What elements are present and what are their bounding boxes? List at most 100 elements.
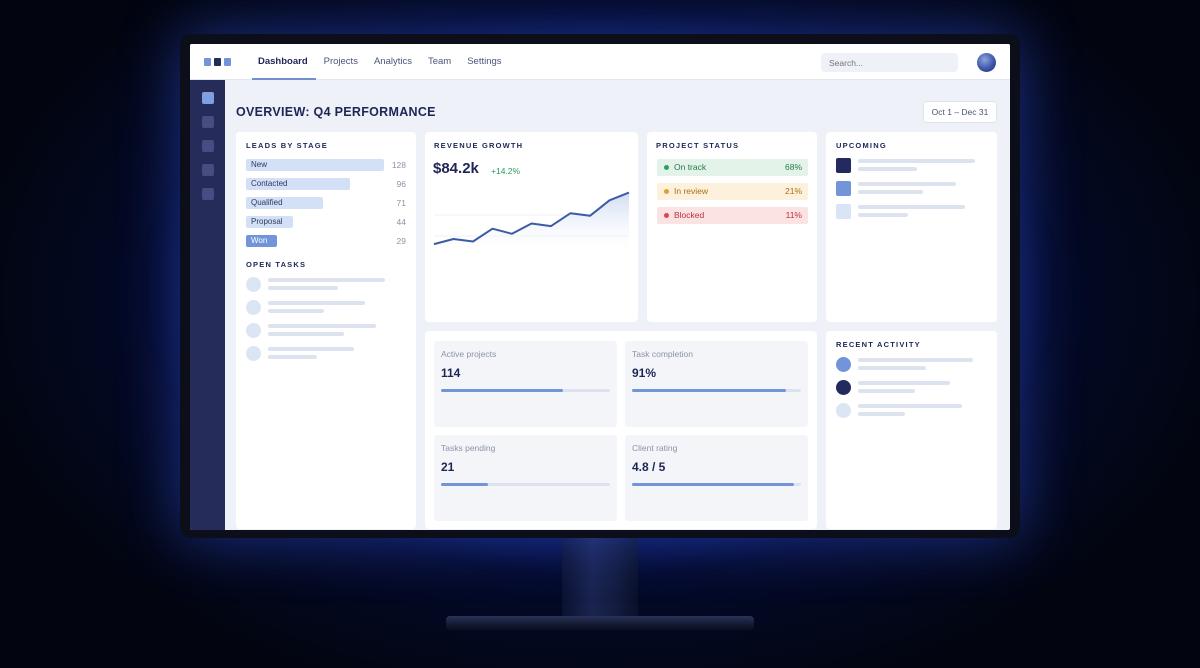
metric-progress-fill	[441, 389, 563, 392]
lead-label: Proposal	[251, 217, 283, 226]
nav-team[interactable]: Team	[427, 56, 452, 67]
logo-block	[204, 58, 211, 66]
activity-item[interactable]	[836, 357, 996, 373]
lead-label: Qualified	[251, 198, 283, 207]
task-item[interactable]	[246, 300, 406, 316]
nav-dashboard[interactable]: Dashboard	[250, 44, 316, 80]
status-row-in-review[interactable]: In review 21%	[657, 183, 808, 200]
monitor-stand-base	[446, 616, 754, 630]
upcoming-meta-placeholder	[858, 190, 923, 194]
lead-row-proposal[interactable]: Proposal 44	[246, 216, 406, 228]
task-avatar	[246, 300, 261, 315]
task-meta-placeholder	[268, 309, 324, 313]
status-row-on-track[interactable]: On track 68%	[657, 159, 808, 176]
nav-analytics[interactable]: Analytics	[373, 56, 412, 67]
task-avatar	[246, 323, 261, 338]
open-tasks-title: OPEN TASKS	[246, 260, 307, 269]
sidebar-team-icon[interactable]	[202, 164, 214, 176]
upcoming-marker	[836, 181, 851, 196]
main-nav: Dashboard Projects Analytics Team Settin…	[250, 44, 510, 80]
metric-value: 91%	[632, 366, 657, 380]
date-range-button[interactable]: Oct 1 – Dec 31	[923, 101, 997, 123]
top-bar: Dashboard Projects Analytics Team Settin…	[190, 44, 1010, 80]
revenue-card: REVENUE GROWTH $84.2k +14.2%	[425, 132, 638, 322]
lead-label: Won	[251, 236, 268, 245]
upcoming-title-placeholder	[858, 159, 975, 163]
status-label: In review	[674, 186, 709, 196]
lead-row-contacted[interactable]: Contacted 96	[246, 178, 406, 190]
sidebar-settings-icon[interactable]	[202, 188, 214, 200]
activity-item[interactable]	[836, 403, 996, 419]
sidebar-home-icon[interactable]	[202, 92, 214, 104]
leads-card: LEADS BY STAGE New 128 Contacted 96 Qualifie…	[236, 132, 416, 529]
revenue-change: +14.2%	[491, 166, 521, 176]
revenue-sparkline	[433, 191, 630, 257]
nav-settings[interactable]: Settings	[467, 56, 502, 67]
project-status-card: PROJECT STATUS On track 68% In review 21% Bl…	[647, 132, 817, 322]
metric-tasks-pending[interactable]: Tasks pending 21	[434, 435, 617, 521]
activity-avatar	[836, 357, 851, 372]
lead-value: 71	[396, 198, 406, 208]
page-title: OVERVIEW: Q4 PERFORMANCE	[236, 105, 436, 119]
metric-progress-track	[441, 483, 610, 486]
lead-bar	[246, 235, 277, 247]
metric-value: 114	[441, 366, 461, 380]
metric-client-rating[interactable]: Client rating 4.8 / 5	[625, 435, 808, 521]
activity-title-placeholder	[858, 381, 950, 385]
metric-value: 21	[441, 460, 455, 474]
screen: Dashboard Projects Analytics Team Settin…	[190, 44, 1010, 530]
sidebar-analytics-icon[interactable]	[202, 140, 214, 152]
metric-task-completion[interactable]: Task completion 91%	[625, 341, 808, 427]
lead-bar	[246, 159, 384, 171]
lead-row-qualified[interactable]: Qualified 71	[246, 197, 406, 209]
metric-active-projects[interactable]: Active projects 114	[434, 341, 617, 427]
status-value: 11%	[785, 210, 802, 220]
metric-label: Tasks pending	[441, 443, 496, 453]
lead-value: 96	[396, 179, 406, 189]
metric-progress-fill	[632, 483, 794, 486]
task-avatar	[246, 346, 261, 361]
task-title-placeholder	[268, 278, 385, 282]
task-item[interactable]	[246, 346, 406, 362]
task-meta-placeholder	[268, 286, 338, 290]
upcoming-item[interactable]	[836, 158, 996, 174]
revenue-area	[434, 192, 629, 257]
search-input[interactable]	[821, 53, 958, 72]
task-item[interactable]	[246, 277, 406, 293]
metric-progress-track	[632, 483, 801, 486]
revenue-title: REVENUE GROWTH	[434, 141, 524, 150]
lead-label: New	[251, 160, 268, 169]
nav-projects[interactable]: Projects	[323, 56, 358, 67]
status-value: 68%	[784, 162, 802, 172]
lead-row-new[interactable]: New 128	[246, 159, 406, 171]
status-dot-icon	[664, 165, 669, 170]
metric-progress-fill	[632, 389, 786, 392]
status-row-blocked[interactable]: Blocked 11%	[657, 207, 808, 224]
activity-meta-placeholder	[858, 412, 905, 416]
revenue-line	[433, 191, 630, 246]
sidebar	[190, 80, 225, 530]
lead-bar	[246, 216, 293, 228]
activity-avatar	[836, 403, 851, 418]
task-item[interactable]	[246, 323, 406, 339]
logo-block	[214, 58, 221, 66]
upcoming-meta-placeholder	[858, 213, 908, 217]
sidebar-projects-icon[interactable]	[202, 116, 214, 128]
logo-block	[224, 58, 231, 66]
status-dot-icon	[664, 213, 669, 218]
monitor: Dashboard Projects Analytics Team Settin…	[180, 34, 1020, 538]
app-logo[interactable]	[204, 58, 231, 66]
lead-row-won[interactable]: Won 29	[246, 235, 406, 247]
activity-item[interactable]	[836, 380, 996, 396]
lead-bar	[246, 197, 323, 209]
upcoming-item[interactable]	[836, 204, 996, 220]
project-status-title: PROJECT STATUS	[656, 141, 740, 150]
avatar[interactable]	[977, 53, 996, 72]
status-label: Blocked	[674, 210, 705, 220]
upcoming-item[interactable]	[836, 181, 996, 197]
upcoming-marker	[836, 204, 851, 219]
activity-title-placeholder	[858, 404, 962, 408]
task-meta-placeholder	[268, 355, 317, 359]
upcoming-card: UPCOMING	[826, 132, 997, 322]
status-label: On track	[674, 162, 707, 172]
